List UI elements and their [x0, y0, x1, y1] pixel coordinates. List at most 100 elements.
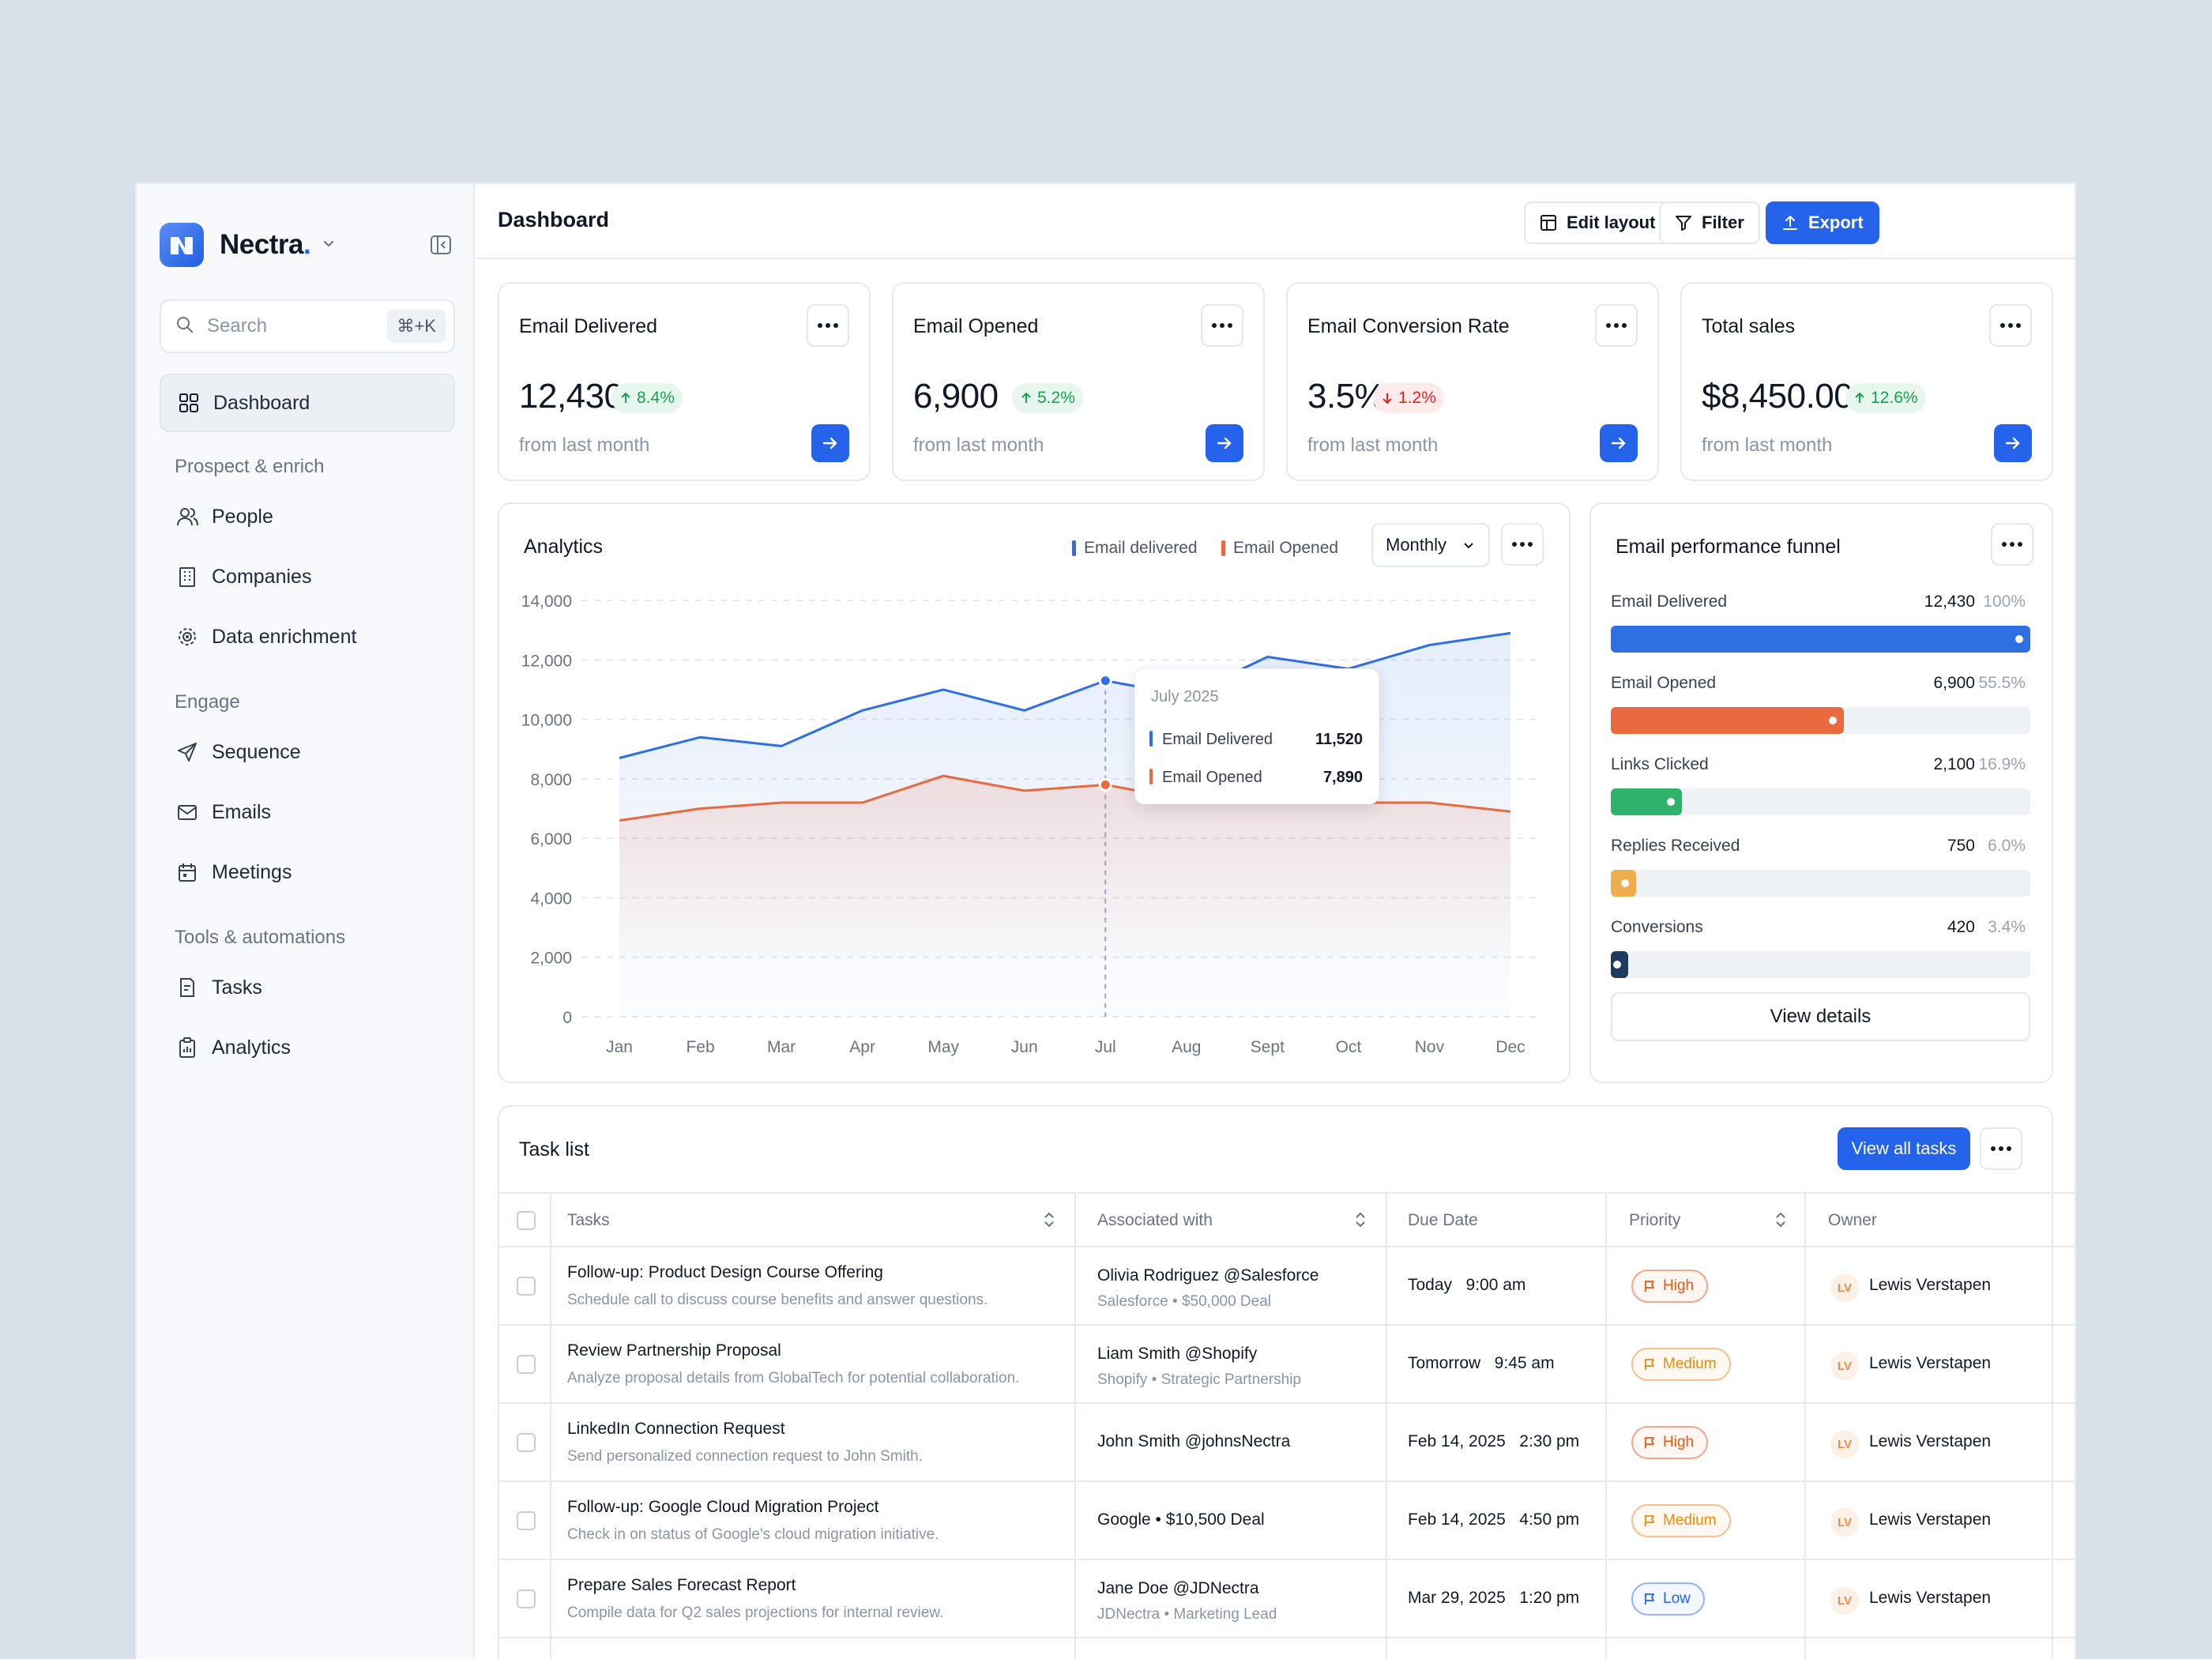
- open-details-button[interactable]: [1994, 424, 2032, 462]
- filter-button[interactable]: Filter: [1659, 201, 1760, 244]
- owner-name: Lewis Verstapen: [1869, 1354, 1992, 1372]
- y-tick-label: 4,000: [530, 890, 572, 908]
- table-row[interactable]: Follow-up: Product Design Course Offerin…: [499, 1247, 2075, 1326]
- priority-badge[interactable]: Low: [1631, 1582, 1705, 1616]
- column-header-priority[interactable]: Priority: [1629, 1211, 1681, 1229]
- more-options-button[interactable]: [1980, 1127, 2022, 1170]
- task-description: Compile data for Q2 sales projections fo…: [567, 1604, 944, 1621]
- sidebar-item-data-enrichment[interactable]: Data enrichment: [160, 608, 455, 666]
- edit-layout-button[interactable]: Edit layout: [1524, 201, 1672, 244]
- row-checkbox[interactable]: [517, 1589, 536, 1608]
- tooltip-label: Email Opened: [1162, 769, 1262, 786]
- owner-name: Lewis Verstapen: [1869, 1510, 1992, 1529]
- associated-contact[interactable]: Jane Doe @JDNectra: [1097, 1579, 1259, 1597]
- priority-badge[interactable]: High: [1631, 1270, 1709, 1303]
- flag-icon: [1645, 1593, 1654, 1604]
- row-checkbox[interactable]: [517, 1511, 536, 1530]
- analytics-card: Analytics Email delivered Email Opened M…: [498, 502, 1571, 1083]
- more-options-button[interactable]: [1201, 304, 1243, 347]
- associated-contact[interactable]: Liam Smith @Shopify: [1097, 1345, 1258, 1363]
- associated-contact[interactable]: John Smith @johnsNectra: [1097, 1432, 1291, 1450]
- stat-card-email-delivered: Email Delivered 12,430 8.4% from last mo…: [498, 282, 871, 481]
- y-tick-label: 0: [562, 1009, 572, 1027]
- sidebar-item-people[interactable]: People: [160, 487, 455, 546]
- task-title[interactable]: Review Partnership Proposal: [567, 1341, 781, 1360]
- funnel-value: 6,900: [1933, 674, 1975, 692]
- view-details-button[interactable]: View details: [1611, 992, 2030, 1041]
- owner-name: Lewis Verstapen: [1869, 1276, 1992, 1294]
- sidebar-item-analytics[interactable]: Analytics: [160, 1018, 455, 1077]
- x-tick-label: Apr: [849, 1038, 875, 1056]
- sort-icon: [1044, 1212, 1054, 1228]
- funnel-title: Email performance funnel: [1616, 536, 1841, 558]
- clipboard-chart-icon: [175, 1036, 199, 1059]
- column-header-due-date[interactable]: Due Date: [1408, 1211, 1478, 1229]
- search-input[interactable]: Search ⌘+K: [160, 299, 455, 353]
- priority-badge[interactable]: Medium: [1631, 1348, 1731, 1381]
- table-row[interactable]: Review Partnership Proposal Analyze prop…: [499, 1326, 2075, 1404]
- arrow-down-icon: [1382, 393, 1392, 404]
- table-row[interactable]: Prepare Sales Forecast Report Compile da…: [499, 1560, 2075, 1638]
- column-header-owner[interactable]: Owner: [1828, 1211, 1877, 1229]
- flag-icon: [1645, 1281, 1654, 1292]
- stat-subtitle: from last month: [519, 434, 650, 456]
- people-icon: [175, 505, 199, 529]
- stat-subtitle: from last month: [913, 434, 1044, 456]
- priority-badge[interactable]: High: [1631, 1426, 1709, 1459]
- sidebar-item-tasks[interactable]: Tasks: [160, 958, 455, 1017]
- period-select[interactable]: Monthly: [1371, 523, 1490, 567]
- arrow-right-icon: [1217, 437, 1232, 450]
- row-checkbox[interactable]: [517, 1433, 536, 1452]
- funnel-track: [1611, 788, 2030, 815]
- sidebar-item-dashboard[interactable]: Dashboard: [160, 374, 455, 432]
- brand-switcher[interactable]: Nectra.: [160, 222, 336, 268]
- sidebar-item-label: Analytics: [212, 1036, 292, 1059]
- data-point[interactable]: [1098, 777, 1112, 792]
- select-all-checkbox[interactable]: [517, 1211, 536, 1230]
- row-checkbox[interactable]: [517, 1277, 536, 1296]
- task-title[interactable]: Prepare Sales Forecast Report: [567, 1576, 796, 1594]
- funnel-label: Replies Received: [1611, 837, 1740, 855]
- stat-card-total-sales: Total sales $8,450.00 12.6% from last mo…: [1680, 282, 2053, 481]
- task-list-title: Task list: [519, 1138, 589, 1161]
- open-details-button[interactable]: [1600, 424, 1638, 462]
- arrow-up-icon: [621, 392, 630, 403]
- table-row[interactable]: LinkedIn Connection Request Send persona…: [499, 1404, 2075, 1482]
- table-header: Tasks Associated with Due Date Priority …: [499, 1192, 2075, 1247]
- more-options-button[interactable]: [1595, 304, 1638, 347]
- row-checkbox[interactable]: [517, 1355, 536, 1374]
- y-tick-label: 14,000: [521, 592, 572, 611]
- more-options-button[interactable]: [1991, 523, 2033, 566]
- more-options-button[interactable]: [1989, 304, 2032, 347]
- priority-badge[interactable]: Medium: [1631, 1504, 1731, 1537]
- task-title[interactable]: Follow-up: Product Design Course Offerin…: [567, 1263, 883, 1281]
- task-title[interactable]: Follow-up: Google Cloud Migration Projec…: [567, 1498, 879, 1516]
- sidebar-collapse-icon[interactable]: [429, 233, 453, 257]
- task-title[interactable]: LinkedIn Connection Request: [567, 1420, 785, 1438]
- more-options-button[interactable]: [807, 304, 849, 347]
- sidebar-item-sequence[interactable]: Sequence: [160, 723, 455, 781]
- legend-email-delivered: Email delivered: [1072, 539, 1198, 558]
- more-options-button[interactable]: [1501, 523, 1544, 566]
- column-header-tasks[interactable]: Tasks: [567, 1211, 610, 1229]
- export-button[interactable]: Export: [1766, 201, 1879, 244]
- target-icon: [175, 625, 199, 649]
- view-all-tasks-button[interactable]: View all tasks: [1838, 1127, 1970, 1170]
- funnel-label: Email Delivered: [1611, 592, 1728, 611]
- sidebar-item-emails[interactable]: Emails: [160, 783, 455, 841]
- associated-contact[interactable]: Google • $10,500 Deal: [1097, 1510, 1265, 1529]
- sidebar-item-meetings[interactable]: Meetings: [160, 843, 455, 901]
- data-point[interactable]: [1098, 674, 1112, 688]
- associated-contact[interactable]: Olivia Rodriguez @Salesforce: [1097, 1266, 1319, 1285]
- associated-detail: JDNectra • Marketing Lead: [1097, 1606, 1277, 1623]
- open-details-button[interactable]: [1206, 424, 1243, 462]
- stat-value: 12,430: [519, 377, 623, 416]
- funnel-track: [1611, 707, 2030, 734]
- sidebar-item-companies[interactable]: Companies: [160, 547, 455, 606]
- column-header-associated[interactable]: Associated with: [1097, 1211, 1213, 1229]
- table-row[interactable]: Follow-up: Google Cloud Migration Projec…: [499, 1482, 2075, 1560]
- open-details-button[interactable]: [811, 424, 849, 462]
- y-tick-label: 2,000: [530, 950, 572, 968]
- stat-card-email-opened: Email Opened 6,900 5.2% from last month: [892, 282, 1265, 481]
- stat-title: Total sales: [1702, 315, 1796, 337]
